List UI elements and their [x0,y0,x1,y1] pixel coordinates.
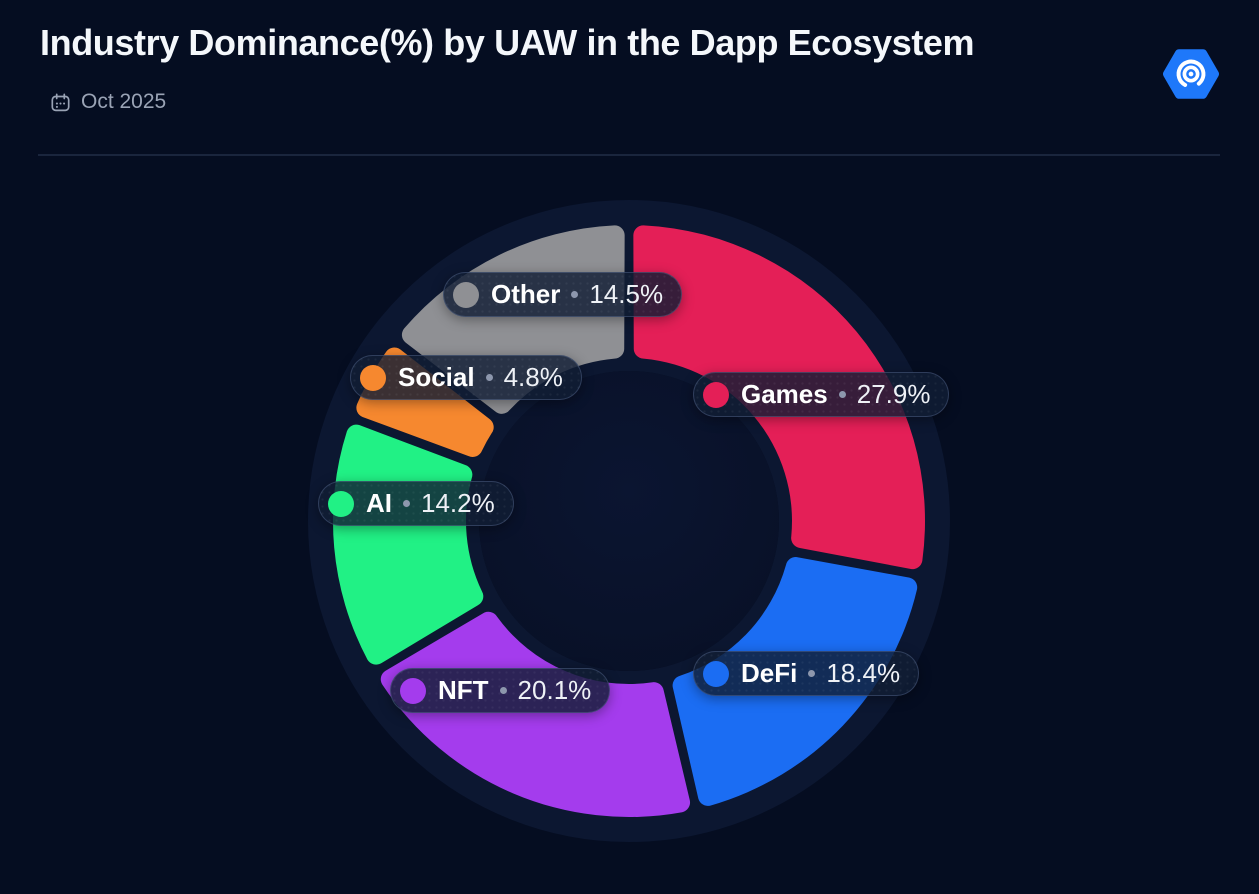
donut-hole [479,371,779,671]
dappradar-logo [1163,46,1219,102]
date-row: Oct 2025 [50,90,166,114]
calendar-icon [51,92,70,111]
separator-dot-icon [808,670,816,677]
segment-label-pill-social: Social 4.8% [350,355,582,400]
segment-value: 18.4% [826,658,901,688]
segment-color-dot [328,490,354,517]
segment-label: Games [741,379,828,409]
separator-dot-icon [499,687,507,694]
donut-segment-nft[interactable] [380,611,691,818]
segment-value: 20.1% [517,675,592,705]
segment-color-dot [360,364,386,391]
segment-label: Other [491,279,561,309]
separator-dot-icon [571,291,579,298]
separator-dot-icon [485,374,493,381]
segment-label-pill-nft: NFT 20.1% [390,668,611,713]
segment-label: Social [398,362,475,392]
header-divider [38,154,1220,156]
segment-value: 4.8% [503,362,563,392]
date-label: Oct 2025 [81,90,167,113]
segment-color-dot [453,281,479,308]
segment-label-pill-other: Other 14.5% [443,272,683,317]
segment-color-dot [400,677,426,704]
segment-value: 14.5% [589,279,664,309]
separator-dot-icon [403,500,410,507]
separator-dot-icon [838,391,846,398]
segment-label: AI [366,488,392,518]
chart-title: Industry Dominance(%) by UAW in the Dapp… [40,22,975,63]
dappradar-logo-icon [1163,49,1219,99]
segment-label-pill-games: Games 27.9% [693,372,950,417]
segment-color-dot [703,381,729,408]
segment-value: 14.2% [421,488,495,518]
segment-value: 27.9% [856,379,931,409]
segment-label: DeFi [741,658,798,688]
segment-label-pill-ai: AI 14.2% [318,481,514,526]
segment-label-pill-defi: DeFi 18.4% [693,651,920,696]
segment-label: NFT [438,675,489,705]
segment-color-dot [703,660,729,687]
